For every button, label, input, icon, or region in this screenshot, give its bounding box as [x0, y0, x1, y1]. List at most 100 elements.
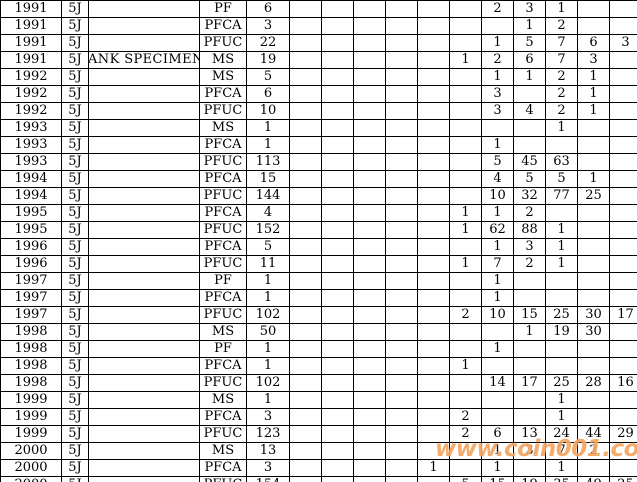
- cell-grade-count-4[interactable]: [385, 374, 418, 392]
- cell-grade-count-9[interactable]: [545, 136, 578, 154]
- cell-grade-count-11[interactable]: [609, 51, 637, 69]
- cell-note[interactable]: [88, 102, 200, 120]
- cell-grade-count-11[interactable]: 3: [609, 34, 637, 52]
- cell-grade-count-1[interactable]: [289, 34, 322, 52]
- cell-mint[interactable]: 5J: [61, 187, 89, 205]
- cell-total-count[interactable]: 152: [246, 221, 290, 239]
- cell-mint[interactable]: 5J: [61, 289, 89, 307]
- cell-note[interactable]: [88, 170, 200, 188]
- cell-grade-count-5[interactable]: [417, 51, 450, 69]
- table-row[interactable]: 1993 5J MS 1 1: [0, 119, 637, 137]
- cell-grade-count-5[interactable]: [417, 187, 450, 205]
- cell-grade-count-3[interactable]: [353, 34, 386, 52]
- table-row[interactable]: 1997 5J PFCA 1 1: [0, 289, 637, 307]
- cell-grade-count-2[interactable]: [321, 272, 354, 290]
- cell-grade-count-4[interactable]: [385, 425, 418, 443]
- cell-grade-count-11[interactable]: [609, 0, 637, 18]
- cell-grade-count-5[interactable]: [417, 102, 450, 120]
- cell-mint[interactable]: 5J: [61, 85, 89, 103]
- cell-grade-count-8[interactable]: 45: [513, 153, 546, 171]
- cell-grade-count-7[interactable]: 2: [481, 51, 514, 69]
- table-row[interactable]: 2000 5J PFCA 3 1 1 1: [0, 459, 637, 477]
- cell-grade-count-5[interactable]: [417, 255, 450, 273]
- table-row[interactable]: 1992 5J PFCA 6 3 2 1: [0, 85, 637, 103]
- cell-total-count[interactable]: 50: [246, 323, 290, 341]
- cell-grade-count-1[interactable]: [289, 170, 322, 188]
- cell-year[interactable]: 1998: [0, 323, 62, 341]
- cell-grade-count-1[interactable]: [289, 340, 322, 358]
- cell-grade-count-5[interactable]: [417, 340, 450, 358]
- table-row[interactable]: 1999 5J MS 1 1: [0, 391, 637, 409]
- cell-mint[interactable]: 5J: [61, 170, 89, 188]
- table-row[interactable]: 1991 5J PFUC 22 1 5 7 6 3: [0, 34, 637, 52]
- cell-grade-count-10[interactable]: 2: [577, 442, 610, 460]
- cell-grade-count-10[interactable]: [577, 272, 610, 290]
- cell-grade[interactable]: PFUC: [199, 34, 247, 52]
- cell-grade-count-11[interactable]: [609, 357, 637, 375]
- cell-note[interactable]: [88, 374, 200, 392]
- cell-mint[interactable]: 5J: [61, 374, 89, 392]
- cell-grade-count-4[interactable]: [385, 357, 418, 375]
- cell-grade-count-1[interactable]: [289, 459, 322, 477]
- cell-grade-count-10[interactable]: [577, 340, 610, 358]
- cell-mint[interactable]: 5J: [61, 68, 89, 86]
- cell-grade[interactable]: MS: [199, 323, 247, 341]
- cell-grade-count-11[interactable]: [609, 442, 637, 460]
- cell-grade-count-2[interactable]: [321, 204, 354, 222]
- cell-year[interactable]: 1994: [0, 187, 62, 205]
- cell-total-count[interactable]: 3: [246, 408, 290, 426]
- cell-grade-count-11[interactable]: 29: [609, 425, 637, 443]
- cell-year[interactable]: 1998: [0, 374, 62, 392]
- cell-grade-count-3[interactable]: [353, 68, 386, 86]
- cell-note[interactable]: [88, 68, 200, 86]
- cell-note[interactable]: [88, 0, 200, 18]
- cell-grade-count-8[interactable]: [513, 119, 546, 137]
- cell-year[interactable]: 1992: [0, 102, 62, 120]
- cell-grade-count-6[interactable]: [449, 153, 482, 171]
- cell-grade-count-2[interactable]: [321, 17, 354, 35]
- cell-note[interactable]: [88, 442, 200, 460]
- cell-grade-count-8[interactable]: 88: [513, 221, 546, 239]
- cell-mint[interactable]: 5J: [61, 0, 89, 18]
- cell-grade-count-5[interactable]: [417, 153, 450, 171]
- table-row[interactable]: 1994 5J PFUC 144 10 32 77 25: [0, 187, 637, 205]
- cell-grade-count-3[interactable]: [353, 323, 386, 341]
- cell-total-count[interactable]: 5: [246, 238, 290, 256]
- cell-total-count[interactable]: 19: [246, 51, 290, 69]
- cell-grade[interactable]: MS: [199, 119, 247, 137]
- cell-note[interactable]: [88, 340, 200, 358]
- cell-grade-count-6[interactable]: [449, 119, 482, 137]
- cell-grade-count-5[interactable]: [417, 0, 450, 18]
- cell-grade-count-7[interactable]: 1: [481, 136, 514, 154]
- cell-grade[interactable]: PF: [199, 340, 247, 358]
- cell-grade-count-7[interactable]: 4: [481, 170, 514, 188]
- cell-grade-count-6[interactable]: 1: [449, 255, 482, 273]
- table-row[interactable]: 2000 5J MS 13 1 3 7 2: [0, 442, 637, 460]
- cell-mint[interactable]: 5J: [61, 136, 89, 154]
- table-row[interactable]: 20005JPFUC154515193549256: [0, 476, 637, 482]
- cell-grade-count-2[interactable]: [321, 238, 354, 256]
- cell-grade-count-8[interactable]: [513, 459, 546, 477]
- cell-grade-count-10[interactable]: 1: [577, 68, 610, 86]
- cell-grade-count-6[interactable]: 1: [449, 357, 482, 375]
- cell-year[interactable]: 1997: [0, 306, 62, 324]
- cell-grade-count-7[interactable]: 6: [481, 425, 514, 443]
- cell-grade-count-1[interactable]: [289, 221, 322, 239]
- cell-grade-count-2[interactable]: [321, 170, 354, 188]
- cell-grade-count-5[interactable]: [417, 85, 450, 103]
- cell-grade-count-3[interactable]: [353, 289, 386, 307]
- cell-grade-count-9[interactable]: 1: [545, 221, 578, 239]
- cell-grade-count-7[interactable]: 1: [481, 459, 514, 477]
- cell-grade-count-11[interactable]: [609, 391, 637, 409]
- cell-grade-count-11[interactable]: 16: [609, 374, 637, 392]
- cell-total-count[interactable]: 3: [246, 459, 290, 477]
- cell-grade-count-6[interactable]: 1: [449, 51, 482, 69]
- cell-mint[interactable]: 5J: [61, 442, 89, 460]
- cell-grade-count-6[interactable]: 2: [449, 408, 482, 426]
- cell-year[interactable]: 1999: [0, 425, 62, 443]
- cell-grade[interactable]: PFUC: [199, 255, 247, 273]
- cell-grade-count-7[interactable]: [481, 323, 514, 341]
- cell-mint[interactable]: 5J: [61, 306, 89, 324]
- cell-grade-count-7[interactable]: 1: [481, 68, 514, 86]
- cell-grade-count-8[interactable]: [513, 340, 546, 358]
